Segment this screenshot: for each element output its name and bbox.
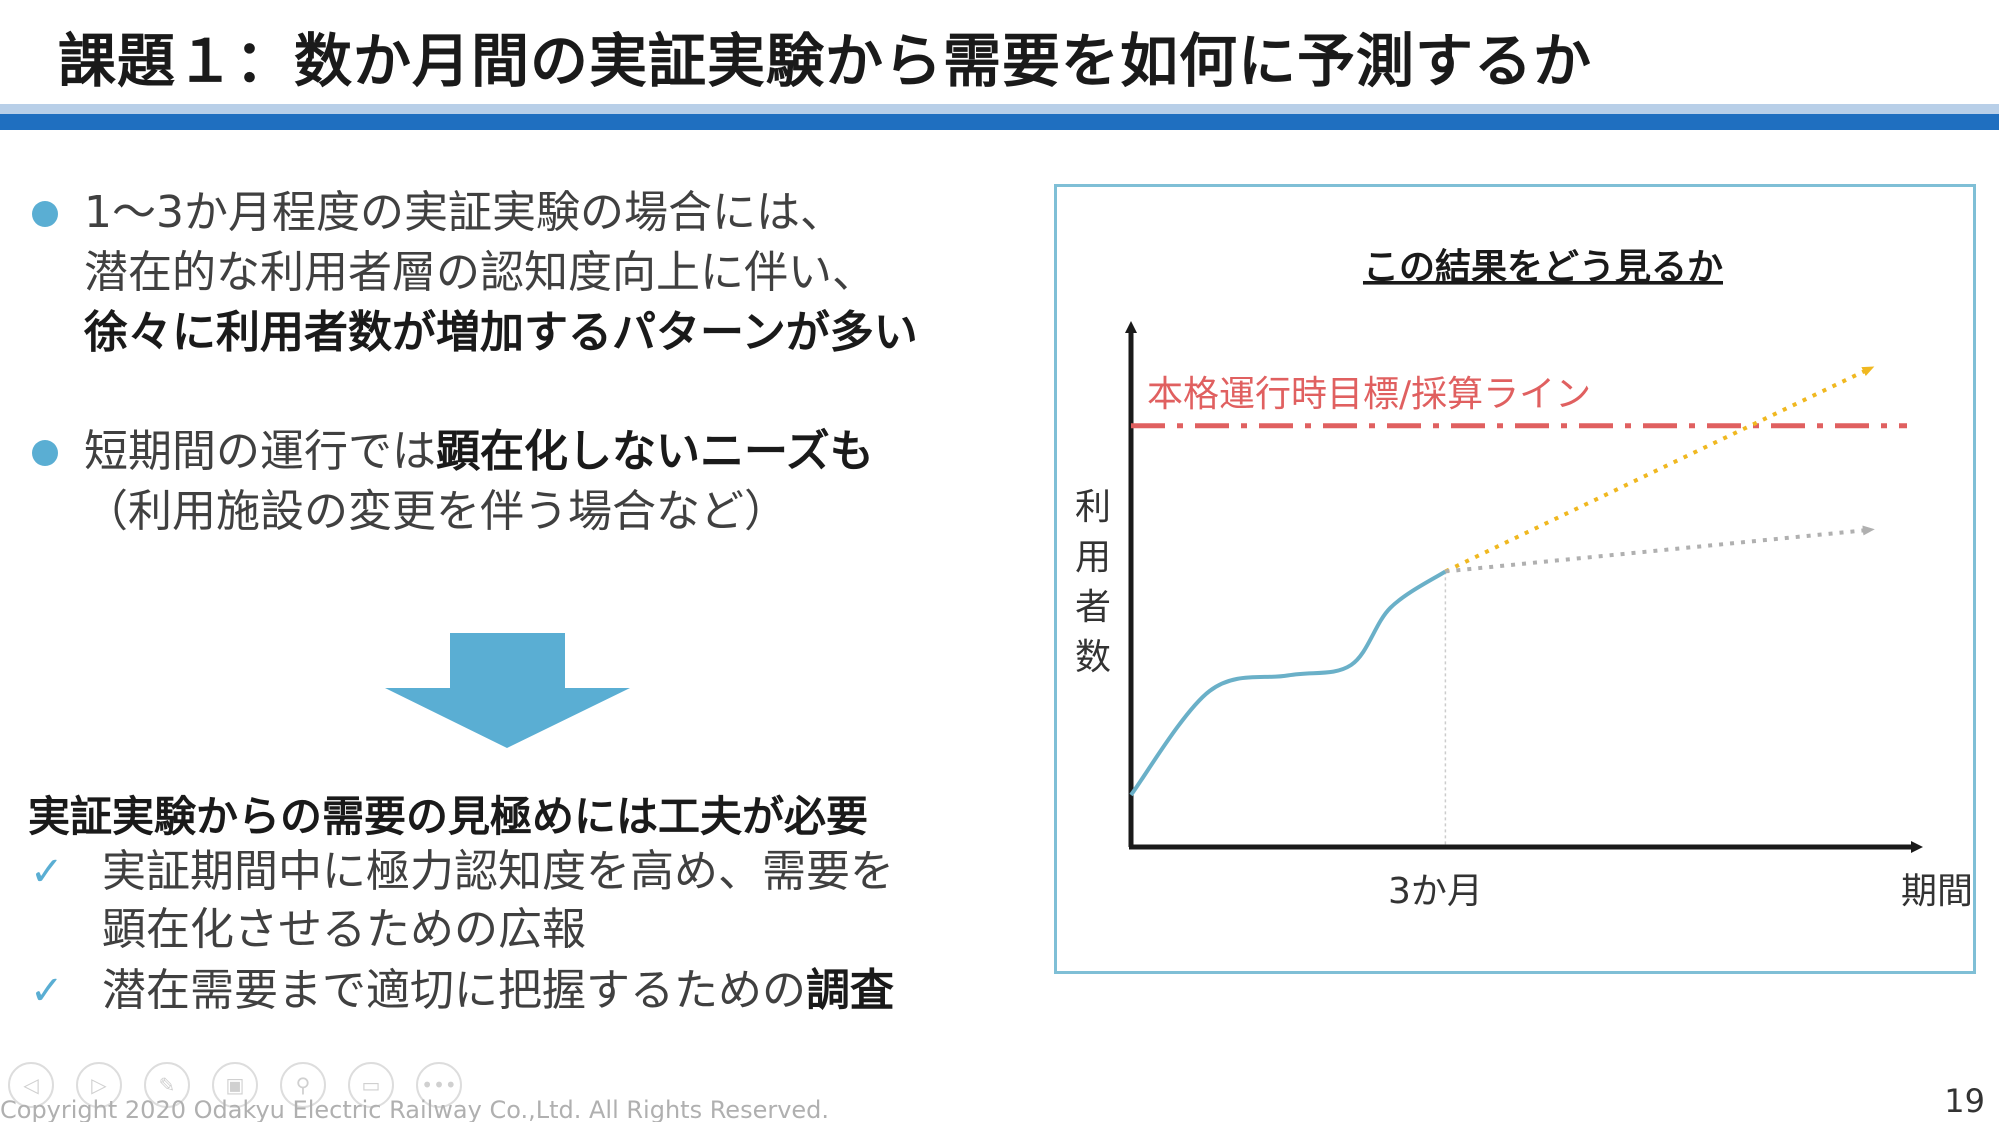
title-underline [0, 114, 1999, 130]
bullet-dot-icon [32, 440, 58, 466]
title-underline-light [0, 104, 1999, 114]
subtitles-icon[interactable]: ▭ [348, 1062, 394, 1108]
series-actual-line [1129, 569, 1447, 797]
target-label: 本格運行時目標/採算ライン [1147, 374, 1591, 415]
check-2-line-1-normal: 潜在需要まで適切に把握するための [102, 965, 806, 1016]
bullet-1-line-3: 徐々に利用者数が増加するパターンが多い [84, 307, 918, 358]
bullet-2-line-1: 短期間の運行では顕在化しないニーズも [84, 422, 874, 482]
bullet-2-line-2: （利用施設の変更を伴う場合など） [84, 486, 788, 537]
check-1-line-1: 実証期間中に極力認知度を高め、需要を [102, 846, 894, 897]
down-arrow-icon [385, 633, 630, 748]
page-number: 19 [1944, 1082, 1985, 1120]
bullet-2-line-1-normal: 短期間の運行では [84, 426, 436, 477]
prev-slide-icon[interactable]: ◁ [8, 1062, 54, 1108]
bullet-2: 短期間の運行では顕在化しないニーズも （利用施設の変更を伴う場合など） [30, 422, 874, 542]
chart-panel: この結果をどう見るか 本格運行時目標/採算ライン 3か月 期間 利用者数 [1054, 184, 1976, 974]
y-axis-label: 利用者数 [1075, 487, 1111, 678]
check-item-1: ✓ 実証期間中に極力認知度を高め、需要を 顕在化させるための広報 [30, 843, 894, 959]
conclusion-heading: 実証実験からの需要の見極めには工夫が必要 [28, 792, 869, 841]
bullet-1: 1～3か月程度の実証実験の場合には、 潜在的な利用者層の認知度向上に伴い、 徐々… [30, 183, 918, 363]
copyright-notice: Copyright 2020 Odakyu Electric Railway C… [0, 1096, 830, 1122]
zoom-icon[interactable]: ⚲ [280, 1062, 326, 1108]
page-title: 課題１：数か月間の実証実験から需要を如何に予測するか [58, 27, 1593, 95]
presentation-controls: ◁ ▷ ✎ ▣ ⚲ ▭ ••• [8, 1062, 462, 1108]
more-options-icon[interactable]: ••• [416, 1062, 462, 1108]
chart-title: この結果をどう見るか [1363, 247, 1723, 288]
x-axis-label: 期間 [1901, 871, 1973, 912]
slides-grid-icon[interactable]: ▣ [212, 1062, 258, 1108]
check-2-line-1-bold: 調査 [806, 965, 894, 1016]
checkmark-icon: ✓ [30, 968, 64, 1014]
series-projection-high-line [1444, 366, 1875, 574]
x-tick-label: 3か月 [1388, 871, 1483, 912]
series-projection-low-line [1445, 525, 1875, 574]
usage-chart: この結果をどう見るか 本格運行時目標/採算ライン 3か月 期間 利用者数 [1075, 247, 1973, 912]
check-2-line-1: 潜在需要まで適切に把握するための調査 [102, 962, 894, 1020]
y-axis-label-char: 者 [1075, 587, 1111, 628]
bullet-1-line-2: 潜在的な利用者層の認知度向上に伴い、 [84, 247, 876, 298]
y-axis-label-char: 利 [1075, 487, 1111, 528]
y-axis-label-char: 用 [1075, 537, 1111, 578]
check-item-2: ✓ 潜在需要まで適切に把握するための調査 [30, 962, 894, 1020]
next-slide-icon[interactable]: ▷ [76, 1062, 122, 1108]
checkmark-icon: ✓ [30, 849, 64, 895]
bullet-dot-icon [32, 201, 58, 227]
bullet-1-line-1: 1～3か月程度の実証実験の場合には、 [84, 187, 844, 238]
y-axis-label-char: 数 [1075, 637, 1111, 678]
pen-icon[interactable]: ✎ [144, 1062, 190, 1108]
check-1-line-2: 顕在化させるための広報 [102, 904, 586, 955]
bullet-2-line-1-bold: 顕在化しないニーズも [436, 426, 874, 477]
